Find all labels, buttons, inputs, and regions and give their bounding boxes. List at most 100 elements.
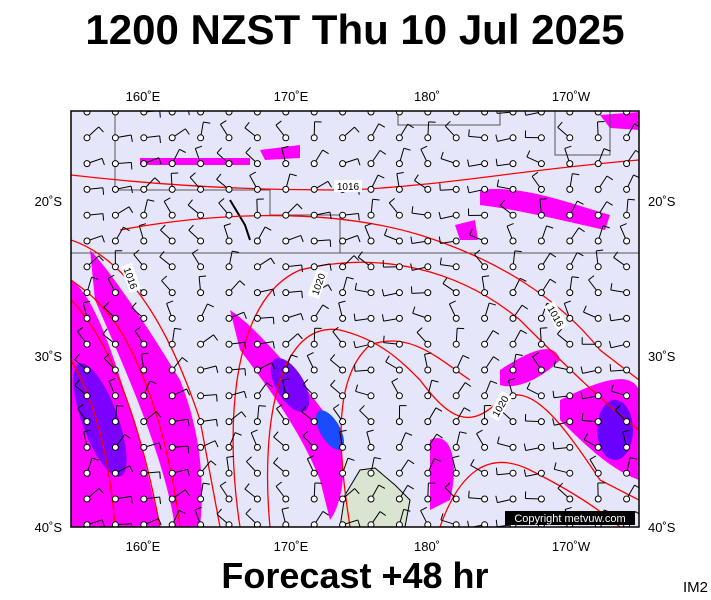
barb-shaft	[302, 379, 309, 385]
barb-shaft	[192, 249, 199, 254]
lon-label: 170˚E	[274, 539, 309, 554]
barb-station	[367, 134, 375, 142]
barb-station	[481, 340, 489, 348]
barb-station	[537, 134, 545, 142]
barb-shaft	[442, 277, 448, 284]
barb-station	[197, 237, 205, 245]
barb-station	[282, 211, 290, 219]
barb-station	[424, 443, 432, 451]
barb-shaft	[220, 120, 227, 125]
barb-station	[367, 111, 375, 116]
barb-station	[339, 237, 347, 245]
barb-shaft	[187, 419, 190, 427]
barb-station	[83, 443, 91, 451]
barb-shaft	[275, 481, 282, 487]
barb-station	[424, 495, 432, 503]
barb-shaft	[590, 95, 596, 99]
barb-station	[566, 392, 574, 400]
barb-station	[594, 160, 602, 168]
barb-station	[111, 289, 119, 297]
barb-station	[339, 469, 347, 477]
barb-station	[452, 134, 460, 142]
barb-station	[566, 289, 574, 297]
barb-shaft	[141, 352, 149, 355]
barb-shaft	[549, 278, 557, 284]
barb-shaft	[244, 342, 247, 350]
barb-shaft	[188, 224, 194, 231]
barb-shaft	[330, 379, 336, 386]
barb-shaft	[596, 249, 604, 252]
barb-station	[168, 418, 176, 426]
barb-shaft	[357, 235, 361, 243]
barb-shaft	[302, 430, 309, 437]
barb-station	[168, 495, 176, 503]
barb-station	[83, 366, 91, 374]
barb-station	[481, 521, 489, 527]
barb-station	[197, 160, 205, 168]
barb-shaft	[366, 429, 374, 433]
barb-station	[623, 134, 631, 142]
barb-station	[509, 340, 517, 348]
barb-station	[395, 134, 403, 142]
barb-station	[282, 289, 290, 297]
barb-station	[424, 185, 432, 193]
barb-shaft	[158, 518, 162, 526]
barb-shaft	[98, 487, 104, 494]
barb-station	[83, 340, 91, 348]
barb-shaft	[403, 147, 411, 151]
barb-station	[367, 443, 375, 451]
barb-shaft	[200, 111, 203, 113]
barb-station	[310, 263, 318, 271]
barb-station	[140, 160, 148, 168]
barb-station	[168, 289, 176, 297]
barb-shaft	[552, 390, 555, 398]
barb-shaft	[161, 275, 168, 282]
barb-shaft	[490, 380, 498, 385]
barb-shaft	[266, 382, 273, 388]
barb-shaft	[508, 377, 516, 381]
barb-shaft	[130, 523, 133, 527]
barb-shaft	[495, 495, 498, 503]
barb-station	[481, 469, 489, 477]
barb-shaft	[329, 354, 336, 361]
barb-station	[623, 495, 631, 503]
barb-station	[310, 469, 318, 477]
barb-shaft	[329, 212, 332, 220]
barb-shaft	[98, 255, 104, 262]
barb-station	[339, 160, 347, 168]
barb-station	[282, 392, 290, 400]
new-caledonia	[229, 199, 251, 241]
barb-shaft	[129, 104, 132, 110]
barb-station	[168, 237, 176, 245]
barb-station	[253, 237, 261, 245]
barb-shaft	[154, 177, 161, 183]
barb-shaft	[557, 121, 563, 128]
barb-station	[623, 443, 631, 451]
barb-station	[310, 418, 318, 426]
barb-station	[310, 111, 318, 116]
barb-station	[225, 366, 233, 374]
barb-station	[140, 392, 148, 400]
barb-shaft	[495, 467, 498, 475]
barb-station	[452, 237, 460, 245]
barb-shaft	[342, 111, 344, 113]
barb-station	[395, 237, 403, 245]
barb-shaft	[523, 443, 527, 451]
barb-shaft	[270, 257, 276, 265]
barb-shaft	[195, 145, 203, 149]
barb-station	[424, 289, 432, 297]
barb-station	[225, 185, 233, 193]
barb-station	[509, 134, 517, 142]
barb-shaft	[496, 111, 498, 114]
barb-shaft	[396, 171, 404, 175]
barb-station	[111, 418, 119, 426]
barb-shaft	[322, 510, 330, 516]
barb-station	[253, 469, 261, 477]
barb-shaft	[134, 326, 142, 332]
barb-shaft	[627, 198, 635, 201]
barb-station	[452, 185, 460, 193]
barb-shaft	[272, 317, 275, 325]
barb-shaft	[431, 379, 439, 383]
barb-shaft	[385, 355, 390, 363]
barb-station	[452, 469, 460, 477]
